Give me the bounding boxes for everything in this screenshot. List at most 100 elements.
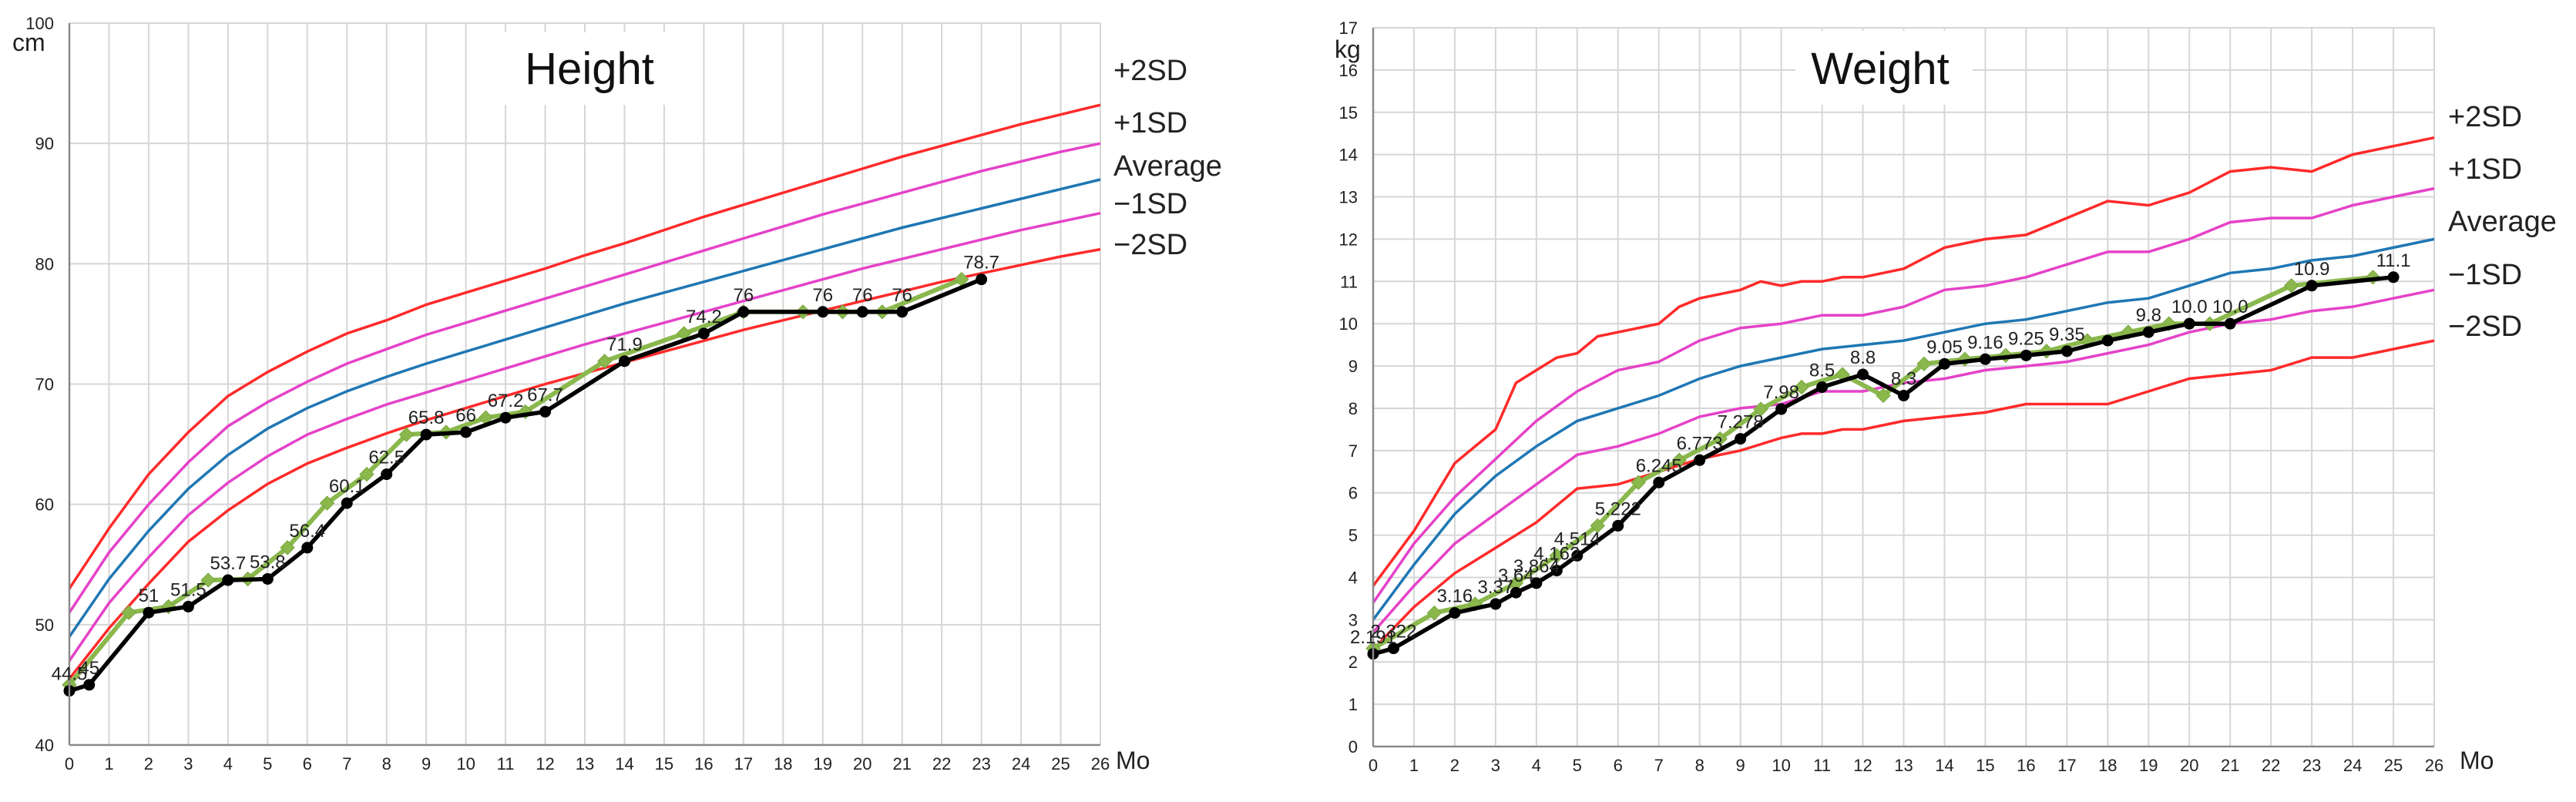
weight-data-label: 3.64 [1498, 565, 1534, 586]
height-x-tick-label: 22 [932, 754, 951, 773]
height-reference-curves [68, 103, 1101, 680]
height-data-label: 51.5 [170, 579, 207, 600]
weight-measured-point [1979, 353, 1991, 365]
height-data-label: 53.8 [250, 552, 286, 572]
weight-y-tick-label: 9 [1348, 357, 1358, 376]
height-x-tick-label: 14 [615, 754, 633, 773]
weight-data-label: 9.35 [2049, 324, 2085, 345]
weight-data-label: 8.8 [1850, 347, 1876, 368]
height-data-label: 65.8 [408, 408, 445, 428]
weight-measured-point [1775, 403, 1788, 415]
weight-measured-point [1612, 519, 1624, 532]
height-x-tick-label: 11 [497, 754, 515, 773]
weight-y-tick-label: 0 [1348, 737, 1358, 757]
height-ref-label: −2SD [1113, 229, 1187, 261]
height-y-tick-label: 40 [35, 736, 54, 755]
height-y-tick-label: 70 [35, 375, 54, 394]
height-measured-point [976, 273, 988, 286]
height-x-tick-label: 25 [1051, 754, 1070, 773]
height-x-tick-label: 3 [183, 754, 193, 773]
weight-x-tick-label: 20 [2180, 756, 2198, 775]
weight-x-tick-label: 24 [2343, 756, 2362, 775]
weight-measured-point [2101, 334, 2114, 347]
height-measured-line [67, 277, 984, 693]
height-comparison-point [121, 605, 136, 620]
height-data-labels: 44.545 51 51.553.7 53.856.4 60.162.565.8 66 67… [52, 253, 999, 685]
weight-y-tick-label: 5 [1348, 526, 1358, 545]
weight-x-tick-label: 4 [1532, 756, 1541, 775]
weight-measured-point [1898, 389, 1909, 401]
weight-ref-label: Average [2448, 206, 2557, 238]
weight-x-tick-label: 18 [2098, 756, 2117, 775]
height-measured-point [182, 600, 194, 612]
weight-comparison-point [1712, 431, 1728, 447]
height-data-label: 60.1 [329, 476, 365, 497]
height-ref-label: +2SD [1113, 55, 1187, 87]
weight-x-tick-label: 1 [1409, 756, 1419, 775]
weight-data-label: 8.3 [1891, 368, 1916, 389]
height-data-label: 74.2 [686, 307, 722, 327]
weight-data-label: 6.773 [1677, 433, 1723, 454]
weight-x-tick-label: 25 [2384, 756, 2403, 775]
weight-data-label: 6.245 [1636, 455, 1682, 476]
weight-data-label: 7.278 [1718, 412, 1764, 433]
weight-comparison-point [1794, 379, 1809, 395]
height-measured-point [83, 679, 96, 691]
weight-series [1365, 270, 2400, 660]
weight-data-label: 9.25 [2008, 328, 2044, 349]
weight-y-tick-label: 13 [1339, 188, 1358, 207]
height-measured-point [618, 355, 630, 367]
weight-data-label: 9.16 [1967, 332, 2003, 353]
height-data-label: 51 [139, 586, 160, 606]
weight-comparison-point [1549, 548, 1565, 563]
height-measured-point [261, 572, 274, 585]
height-x-tick-label: 23 [972, 754, 990, 773]
weight-x-tick-label: 6 [1614, 756, 1623, 775]
weight-measured-point [1530, 577, 1543, 589]
weight-measured-point [2020, 349, 2032, 361]
height-x-tick-label: 16 [694, 754, 713, 773]
height-comparison-point [597, 354, 613, 369]
weight-x-tick-label: 2 [1450, 756, 1459, 775]
height-x-tick-label: 5 [263, 754, 272, 773]
weight-comparison-point [1876, 388, 1891, 404]
weight-comparison-point [1590, 518, 1605, 534]
weight-data-label: 3.16 [1437, 586, 1473, 607]
height-ref-label: +1SD [1113, 107, 1187, 139]
height-x-tick-label: 18 [774, 754, 792, 773]
height-x-tick-label: 7 [342, 754, 351, 773]
height-measured-point [539, 405, 552, 418]
height-x-tick-label: 19 [814, 754, 832, 773]
height-data-label: 67.2 [488, 391, 524, 411]
height-y-unit: cm [12, 29, 45, 56]
height-data-label: 45 [79, 658, 99, 679]
weight-y-tick-label: 10 [1339, 314, 1358, 334]
height-measured-point [856, 306, 868, 318]
weight-y-tick-label: 2 [1348, 653, 1358, 672]
height-measured-point [896, 306, 908, 318]
weight-x-unit: Mo [2460, 747, 2494, 774]
weight-x-tick-label: 16 [2017, 756, 2035, 775]
weight-data-label: 2.322 [1370, 622, 1416, 643]
height-measured-point [817, 306, 829, 318]
weight-x-tick-label: 0 [1369, 756, 1378, 775]
weight-data-label: 9.05 [1926, 337, 1963, 357]
height-measured-point [381, 468, 393, 481]
height-ref-label: −1SD [1113, 188, 1187, 220]
weight-ref-label: +1SD [2448, 153, 2522, 186]
height-measured-point [499, 411, 512, 424]
height-x-tick-label: 8 [382, 754, 391, 773]
height-x-tick-label: 21 [892, 754, 911, 773]
height-chart: 0 1 2 3 4 5 6 7 8 9 10 11 12 13 14 15 16 17 18 19 20 21 22 23 24… [12, 14, 1222, 774]
weight-x-tick-label: 10 [1772, 756, 1790, 775]
weight-measured-point [1571, 549, 1584, 562]
height-y-tick-label: 100 [25, 14, 54, 33]
weight-x-tick-label: 5 [1573, 756, 1582, 775]
weight-y-tick-label: 15 [1339, 103, 1358, 122]
height-measured-point [301, 542, 314, 554]
height-measured-point [697, 327, 710, 340]
weight-x-tick-label: 21 [2221, 756, 2239, 775]
height-data-label: 76 [733, 285, 754, 306]
height-y-tick-label: 80 [35, 254, 54, 273]
